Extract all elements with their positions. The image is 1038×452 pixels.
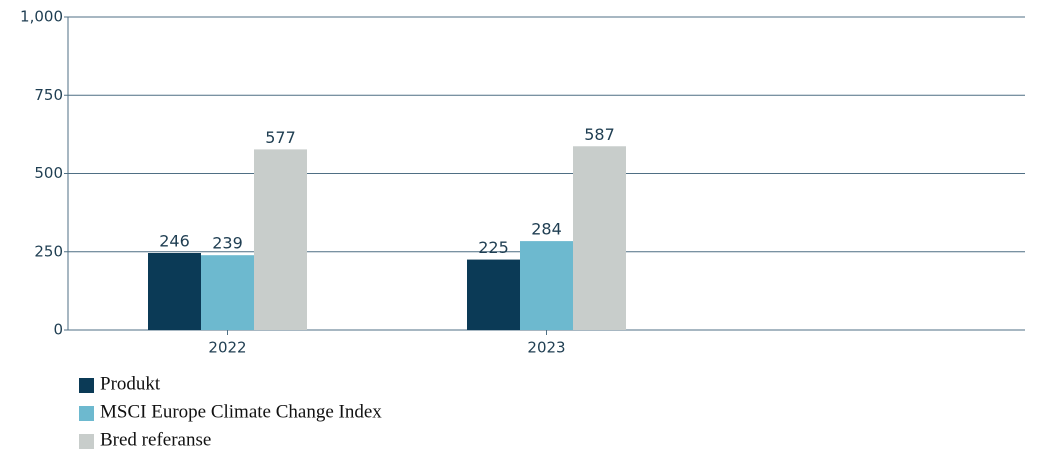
data-label: 284: [531, 220, 562, 239]
y-tick-label: 250: [34, 242, 63, 260]
bar: [148, 253, 201, 330]
x-tick-label: 2022: [208, 339, 246, 357]
data-label: 239: [212, 234, 243, 253]
data-label: 577: [265, 128, 296, 147]
legend-swatch: [79, 434, 94, 449]
bar: [520, 241, 573, 330]
data-label: 587: [584, 125, 615, 144]
data-label: 225: [478, 238, 509, 257]
legend-swatch: [79, 378, 94, 393]
legend-swatch: [79, 406, 94, 421]
y-tick-label: 750: [34, 86, 63, 104]
data-label: 246: [159, 232, 190, 251]
y-tick-label: 0: [53, 321, 63, 339]
bar: [467, 259, 520, 330]
bar: [573, 146, 626, 330]
legend-label: Bred referanse: [100, 429, 211, 450]
y-tick-label: 1,000: [20, 8, 63, 26]
legend-label: MSCI Europe Climate Change Index: [100, 401, 382, 422]
y-tick-label: 500: [34, 164, 63, 182]
bar: [201, 255, 254, 330]
x-tick-label: 2023: [527, 339, 565, 357]
legend-label: Produkt: [100, 373, 161, 394]
bar: [254, 149, 307, 330]
